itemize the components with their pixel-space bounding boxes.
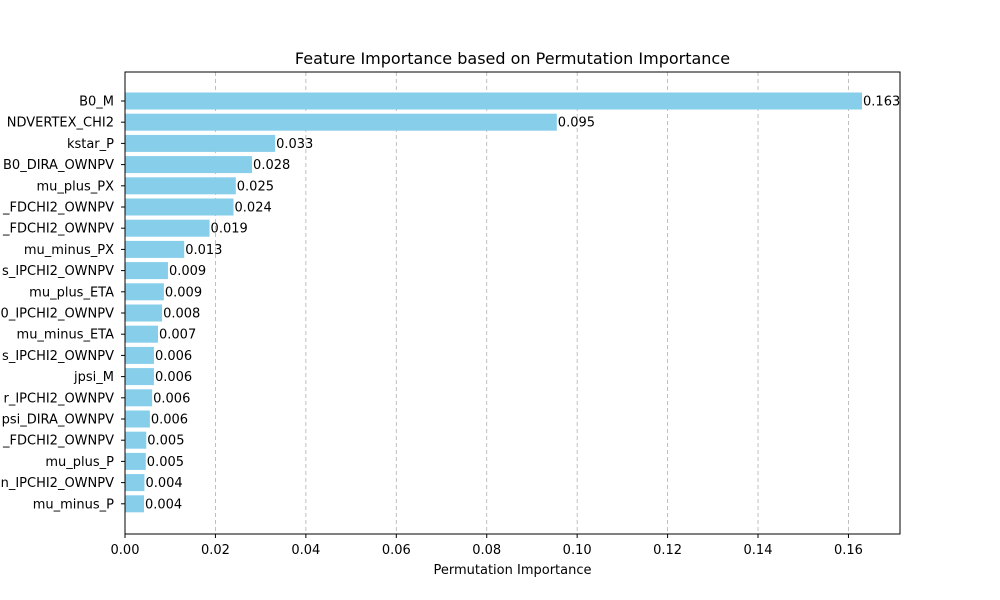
bar-value-label: 0.013	[185, 243, 222, 258]
bar	[125, 474, 145, 492]
plot-frame	[124, 71, 901, 535]
bar	[125, 325, 159, 343]
bar	[125, 452, 146, 470]
x-ticks: 0.00 0.02 0.04 0.06 0.08 0.10 0.12 0.14 0.16	[111, 534, 863, 558]
x-tick-label: 0.10	[563, 543, 592, 558]
y-tick-label: _FDCHI2_OWNPV	[2, 201, 114, 216]
y-tick-label: psi_DIRA_OWNPV	[2, 413, 115, 428]
bar-value-label: 0.005	[147, 434, 184, 449]
bar	[125, 219, 210, 237]
y-tick-labels: B0_M NDVERTEX_CHI2 kstar_P B0_DIRA_OWNPV mu_…	[1, 95, 125, 512]
bar-value-label: 0.006	[155, 370, 192, 385]
bar-value-label: 0.025	[237, 179, 274, 194]
y-tick-label: r_IPCHI2_OWNPV	[3, 391, 114, 406]
y-tick-label: kstar_P	[67, 137, 114, 152]
bar	[125, 177, 236, 195]
bar	[125, 198, 234, 216]
bars	[125, 92, 863, 513]
bar-value-label: 0.033	[276, 137, 313, 152]
y-tick-label: s_IPCHI2_OWNPV	[2, 264, 114, 279]
bar	[125, 389, 153, 407]
y-tick-label: mu_plus_ETA	[29, 285, 114, 300]
chart-title: Feature Importance based on Permutation …	[295, 49, 730, 68]
bar	[125, 304, 163, 322]
y-tick-label: mu_minus_P	[33, 497, 114, 512]
x-tick-label: 0.16	[834, 543, 863, 558]
bar-value-label: 0.005	[147, 455, 184, 470]
bar-value-label: 0.007	[159, 328, 196, 343]
bar	[125, 431, 147, 449]
bar-value-label: 0.024	[235, 201, 272, 216]
bar-value-label: 0.004	[145, 497, 182, 512]
y-tick-label: jpsi_M	[73, 370, 114, 385]
bar	[125, 283, 164, 301]
bar	[125, 156, 253, 174]
x-tick-label: 0.04	[291, 543, 320, 558]
bar	[125, 368, 154, 386]
y-tick-label: s_IPCHI2_OWNPV	[2, 349, 114, 364]
bar	[125, 495, 144, 513]
x-tick-label: 0.00	[111, 543, 140, 558]
bar-value-label: 0.009	[165, 285, 202, 300]
bar	[125, 346, 154, 364]
y-tick-label: mu_minus_PX	[24, 243, 114, 258]
bar	[125, 410, 150, 428]
bar	[125, 113, 557, 131]
bar-value-label: 0.028	[253, 158, 290, 173]
bar	[125, 240, 185, 258]
y-tick-label: mu_plus_PX	[36, 179, 114, 194]
bar-value-label: 0.019	[211, 222, 248, 237]
x-tick-label: 0.14	[744, 543, 773, 558]
y-tick-label: mu_minus_ETA	[17, 328, 115, 343]
bar-value-label: 0.004	[145, 476, 182, 491]
y-tick-label: B0_M	[79, 95, 114, 110]
x-tick-label: 0.08	[472, 543, 501, 558]
bar-value-label: 0.009	[169, 264, 206, 279]
x-tick-label: 0.06	[382, 543, 411, 558]
x-axis-label: Permutation Importance	[434, 563, 592, 578]
bar	[125, 134, 276, 152]
bar-value-label: 0.008	[163, 307, 200, 322]
y-tick-label: mu_plus_P	[45, 455, 114, 470]
x-tick-label: 0.12	[653, 543, 682, 558]
y-tick-label: 0_IPCHI2_OWNPV	[1, 307, 115, 322]
y-tick-label: NDVERTEX_CHI2	[7, 116, 114, 131]
y-tick-label: _FDCHI2_OWNPV	[2, 434, 114, 449]
bar-value-label: 0.163	[863, 95, 900, 110]
bar	[125, 262, 168, 280]
value-labels: 0.163 0.095 0.033 0.028 0.025 0.024 0.019 0.013…	[145, 95, 900, 513]
bar-value-label: 0.006	[155, 349, 192, 364]
bar-value-label: 0.006	[153, 391, 190, 406]
x-tick-label: 0.02	[201, 543, 230, 558]
y-tick-label: n_IPCHI2_OWNPV	[1, 476, 115, 491]
bar-value-label: 0.006	[151, 413, 188, 428]
bar-value-label: 0.095	[558, 116, 595, 131]
bar	[125, 92, 863, 110]
y-tick-label: B0_DIRA_OWNPV	[3, 158, 114, 173]
y-tick-label: _FDCHI2_OWNPV	[2, 222, 114, 237]
